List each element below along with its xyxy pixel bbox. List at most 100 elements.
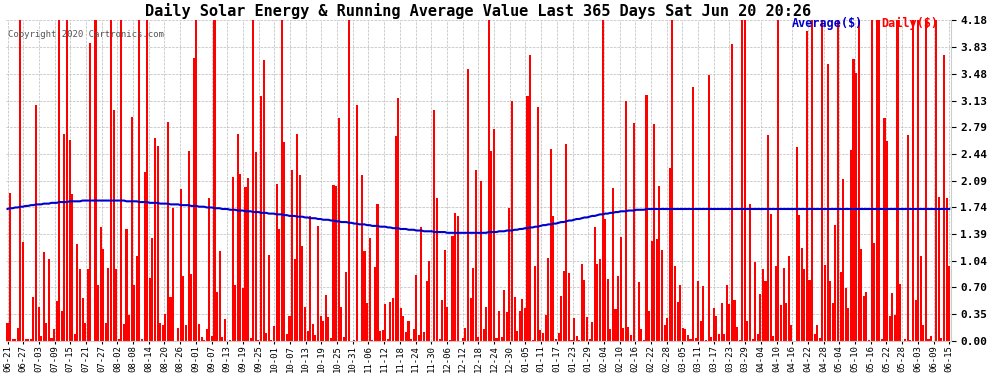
Bar	[679, 285, 681, 341]
Bar	[195, 20, 197, 341]
Bar	[509, 209, 511, 341]
Bar	[716, 316, 718, 341]
Bar	[48, 259, 50, 341]
Bar	[798, 215, 800, 341]
Bar	[190, 274, 192, 341]
Bar	[14, 339, 16, 341]
Bar	[684, 329, 686, 341]
Bar	[224, 319, 226, 341]
Bar	[612, 188, 614, 341]
Bar	[923, 325, 925, 341]
Bar	[229, 340, 231, 341]
Bar	[397, 98, 399, 341]
Bar	[503, 290, 505, 341]
Bar	[335, 186, 338, 341]
Bar	[777, 20, 779, 341]
Bar	[193, 58, 195, 341]
Bar	[925, 20, 927, 341]
Bar	[865, 292, 867, 341]
Bar	[89, 43, 91, 341]
Bar	[260, 96, 262, 341]
Bar	[53, 328, 55, 341]
Bar	[731, 44, 733, 341]
Bar	[876, 20, 878, 341]
Bar	[775, 266, 777, 341]
Bar	[811, 20, 813, 341]
Bar	[164, 314, 166, 341]
Bar	[645, 94, 647, 341]
Bar	[296, 134, 298, 341]
Bar	[819, 339, 821, 341]
Bar	[309, 216, 311, 341]
Bar	[816, 325, 819, 341]
Bar	[881, 339, 883, 341]
Bar	[421, 227, 423, 341]
Bar	[322, 321, 324, 341]
Bar	[943, 55, 945, 341]
Bar	[785, 303, 787, 341]
Bar	[315, 335, 317, 341]
Bar	[475, 170, 477, 341]
Bar	[105, 322, 107, 341]
Bar	[756, 334, 758, 341]
Bar	[889, 316, 891, 341]
Bar	[552, 216, 554, 341]
Bar	[180, 189, 182, 341]
Bar	[849, 150, 852, 341]
Bar	[444, 250, 446, 341]
Text: Average($): Average($)	[792, 17, 863, 30]
Bar	[868, 340, 870, 341]
Bar	[384, 304, 386, 341]
Bar	[275, 184, 277, 341]
Bar	[66, 20, 68, 341]
Bar	[790, 325, 792, 341]
Bar	[346, 272, 347, 341]
Bar	[55, 300, 57, 341]
Bar	[568, 273, 570, 341]
Bar	[650, 242, 652, 341]
Bar	[299, 175, 301, 341]
Bar	[30, 339, 32, 341]
Bar	[312, 324, 314, 341]
Bar	[472, 268, 474, 341]
Bar	[759, 294, 761, 341]
Bar	[426, 281, 428, 341]
Bar	[615, 309, 617, 341]
Bar	[581, 264, 583, 341]
Bar	[560, 296, 562, 341]
Title: Daily Solar Energy & Running Average Value Last 365 Days Sat Jun 20 20:26: Daily Solar Energy & Running Average Val…	[146, 3, 812, 19]
Bar	[338, 118, 340, 341]
Bar	[118, 339, 120, 341]
Bar	[602, 20, 604, 341]
Bar	[254, 152, 257, 341]
Bar	[87, 269, 89, 341]
Bar	[128, 315, 130, 341]
Bar	[754, 262, 756, 341]
Bar	[27, 339, 30, 341]
Bar	[522, 299, 524, 341]
Bar	[330, 338, 332, 341]
Bar	[379, 330, 381, 341]
Bar	[123, 324, 125, 341]
Bar	[655, 239, 658, 341]
Bar	[126, 229, 128, 341]
Bar	[529, 56, 532, 341]
Bar	[617, 276, 619, 341]
Bar	[413, 330, 415, 341]
Bar	[376, 204, 378, 341]
Bar	[837, 20, 839, 341]
Bar	[283, 142, 285, 341]
Bar	[79, 269, 81, 341]
Bar	[147, 20, 148, 341]
Bar	[174, 340, 176, 341]
Bar	[172, 208, 174, 341]
Bar	[198, 324, 200, 341]
Bar	[695, 338, 697, 341]
Bar	[208, 198, 210, 341]
Bar	[291, 170, 293, 341]
Bar	[363, 251, 365, 341]
Bar	[904, 339, 906, 341]
Bar	[796, 147, 798, 341]
Bar	[343, 337, 345, 341]
Bar	[294, 259, 296, 341]
